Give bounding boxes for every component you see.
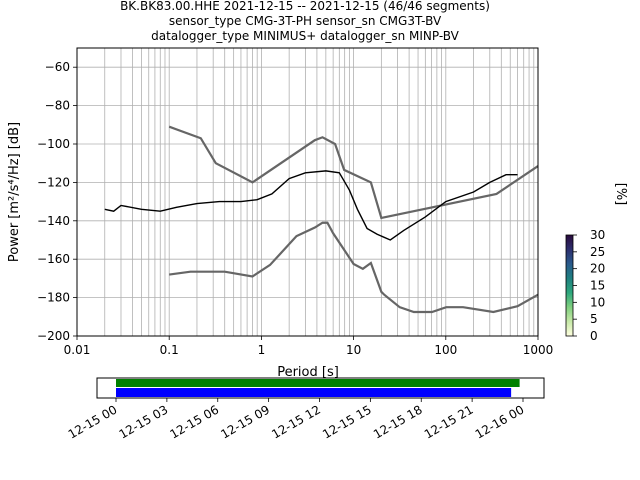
y-tick-label: −200 <box>37 329 70 343</box>
colorbar-tick-label: 15 <box>590 279 605 293</box>
y-tick-label: −100 <box>37 137 70 151</box>
y-tick-label: −60 <box>45 60 70 74</box>
y-axis-label: Power [m²/s⁴/Hz] [dB] <box>7 122 22 262</box>
y-tick-label: −80 <box>45 99 70 113</box>
colorbar: 0 5 10 15 20 25 30 [%] <box>565 183 628 343</box>
timeline-tick-label: 12-15 09 <box>218 402 272 441</box>
x-tick-label: 0.1 <box>160 343 179 357</box>
x-tick-label: 100 <box>434 343 457 357</box>
noise-model-high <box>168 125 539 220</box>
colorbar-tick-label: 25 <box>590 245 605 259</box>
x-tick-label: 1 <box>258 343 266 357</box>
colorbar-tick-label: 0 <box>590 329 598 343</box>
colorbar-tick-label: 5 <box>590 312 598 326</box>
x-tick-label: 10 <box>346 343 361 357</box>
timeline-tick-label: 12-15 06 <box>168 402 222 441</box>
x-tick-label: 1000 <box>523 343 554 357</box>
timeline-tick-label: 12-15 12 <box>269 402 323 441</box>
chart-title-line-3: datalogger_type MINIMUS+ datalogger_sn M… <box>151 29 459 43</box>
timeline-tick-label: 12-15 00 <box>66 402 120 441</box>
colorbar-ticks: 0 5 10 15 20 25 30 <box>573 228 605 343</box>
timeline-tick-label: 12-15 03 <box>117 402 171 441</box>
timeline-tick-label: 12-15 18 <box>371 402 425 441</box>
psd-segments-bar <box>116 388 512 397</box>
y-tick-label: −180 <box>37 291 70 305</box>
x-tick-label: 0.01 <box>64 343 91 357</box>
grid-lines <box>77 48 538 336</box>
x-axis-ticks: 0.01 0.1 1 10 100 1000 <box>64 336 554 357</box>
noise-models <box>168 125 539 314</box>
y-tick-label: −120 <box>37 175 70 189</box>
colorbar-tick-label: 10 <box>590 295 605 309</box>
timeline-tick-label: 12-16 00 <box>473 402 527 441</box>
chart-title-line-2: sensor_type CMG-3T-PH sensor_sn CMG3T-BV <box>169 14 442 28</box>
colorbar-label: [%] <box>613 183 628 206</box>
plot-area <box>77 48 538 336</box>
mean-psd <box>104 170 518 241</box>
timeline-tick-label: 12-15 15 <box>320 402 374 441</box>
y-tick-label: −160 <box>37 252 70 266</box>
ppsd-plot: 0.01 0.1 1 10 100 1000 −60 −80 −100 −120 −140 −160… <box>7 47 554 380</box>
colorbar-tick-label: 20 <box>590 262 605 276</box>
colorbar-gradient <box>565 234 574 337</box>
y-tick-label: −140 <box>37 214 70 228</box>
x-axis-label: Period [s] <box>277 365 339 380</box>
plot-frame <box>76 47 539 337</box>
noise-model-low <box>169 221 539 314</box>
colorbar-tick-label: 30 <box>590 228 605 242</box>
timeline-tick-label: 12-15 21 <box>422 402 476 441</box>
mean-psd-line <box>104 170 518 241</box>
y-axis-ticks: −60 −80 −100 −120 −140 −160 −180 −200 <box>37 60 77 343</box>
chart-title-line-1: BK.BK83.00.HHE 2021-12-15 -- 2021-12-15 … <box>120 0 490 13</box>
data-coverage-bar <box>116 379 520 387</box>
